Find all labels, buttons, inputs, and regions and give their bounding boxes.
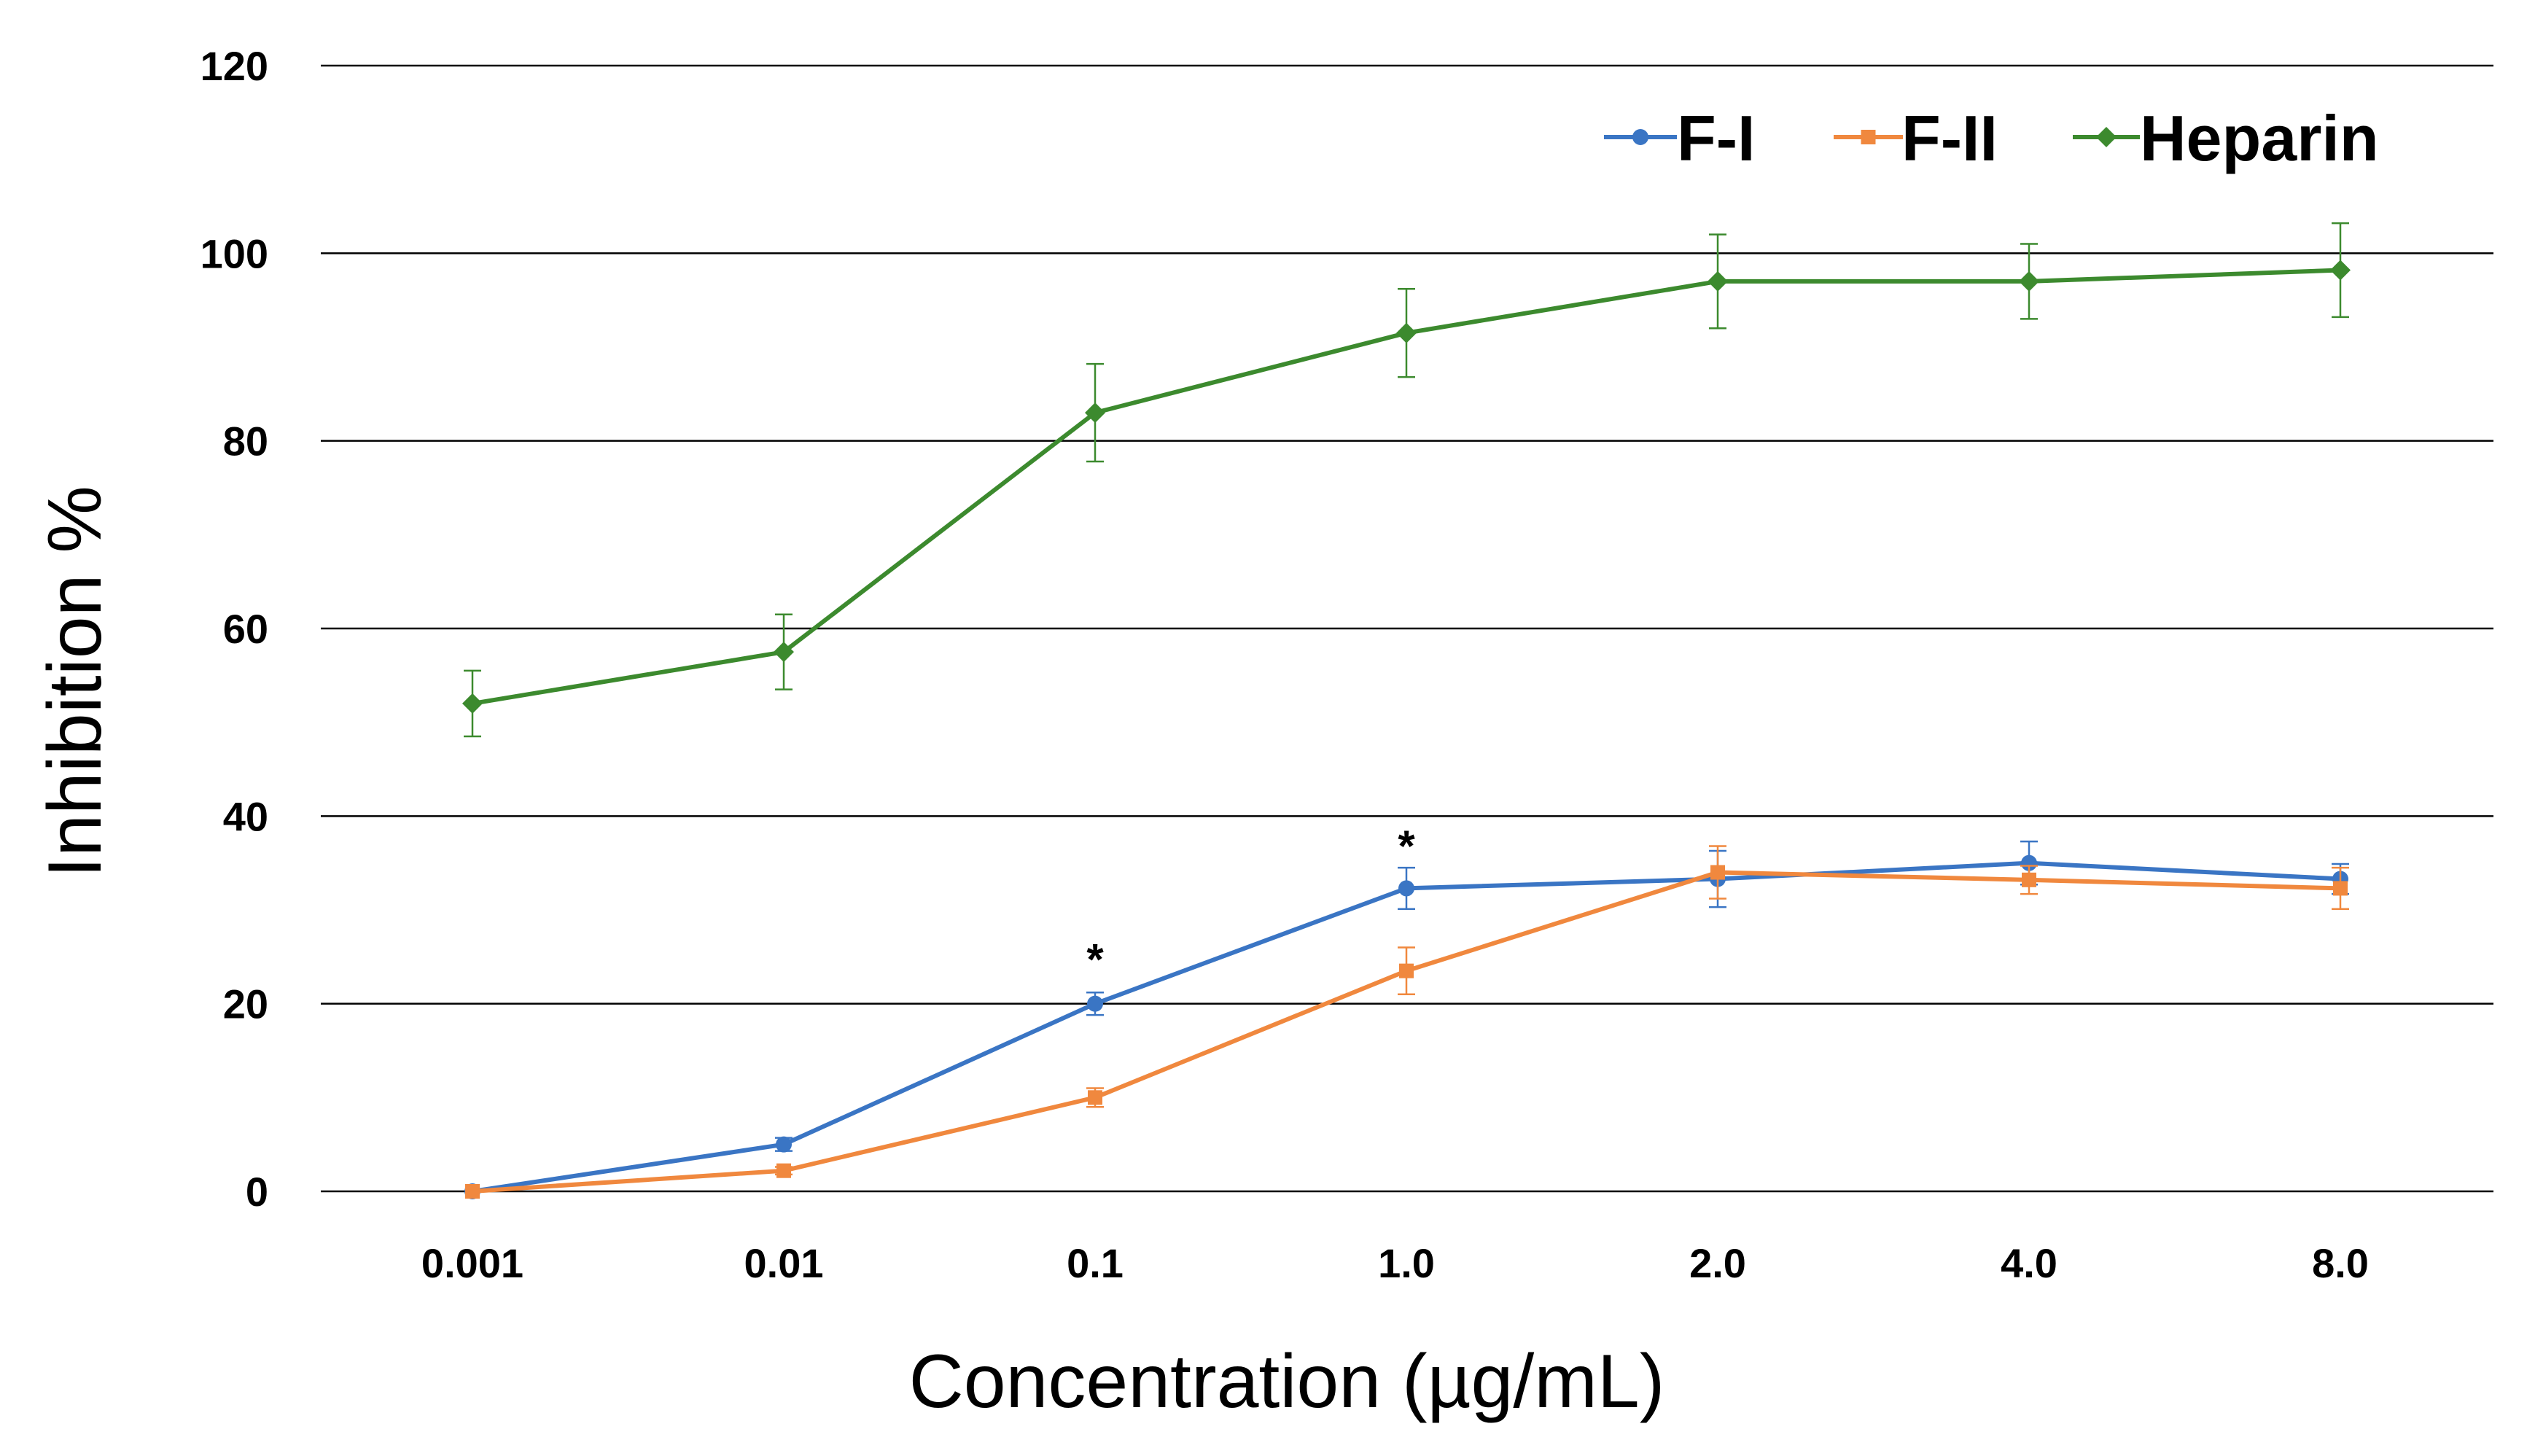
data-point [1088,1090,1102,1105]
legend-item-f-ii: F-II [1834,102,1998,174]
data-point [1399,963,1414,978]
annotations: ** [1086,822,1415,984]
legend-label: F-I [1677,102,1756,174]
legend: F-I F-II Heparin [1604,102,2379,174]
y-tick-label: 60 [223,606,268,652]
significance-marker: * [1086,935,1104,984]
legend-marker [2096,127,2117,147]
series-line [472,860,2341,1194]
series-group [462,222,2351,1199]
data-point [2022,872,2036,887]
y-tick-label: 40 [223,793,268,839]
data-point [776,1163,791,1178]
legend-marker [1632,129,1648,145]
x-tick-label: 2.0 [1689,1240,1746,1286]
y-tick-labels: 0 20 40 60 80 100 120 [200,43,268,1215]
data-point [465,1184,480,1199]
series-f-ii [465,845,2349,1199]
legend-marker [1861,130,1876,144]
x-tick-label: 8.0 [2312,1240,2369,1286]
x-tick-labels: 0.001 0.01 0.1 1.0 2.0 4.0 8.0 [421,1240,2369,1286]
x-tick-label: 4.0 [2001,1240,2057,1286]
data-point [462,693,483,714]
data-point [1710,865,1725,880]
x-tick-label: 1.0 [1378,1240,1435,1286]
data-point [1085,402,1105,424]
x-tick-label: 0.01 [744,1240,824,1286]
data-point [2333,881,2348,896]
data-point [1087,995,1103,1012]
y-tick-label: 80 [223,418,268,464]
data-point [2019,270,2039,292]
legend-item-f-i: F-I [1604,102,1756,174]
y-axis-label: Inhibition % [33,486,117,878]
significance-marker: * [1398,822,1415,871]
data-point [774,642,794,663]
series-heparin [462,222,2351,738]
data-point [2021,854,2037,871]
y-tick-label: 20 [223,981,268,1027]
series-line [472,870,2341,1194]
data-point [776,1136,792,1153]
y-tick-label: 100 [200,230,268,276]
legend-label: F-II [1901,102,1998,174]
legend-label: Heparin [2140,102,2379,174]
data-point [1398,880,1414,897]
x-axis-label: Concentration (µg/mL) [909,1339,1665,1424]
data-point [2330,260,2351,281]
data-point [1396,322,1417,343]
series-f-i [464,840,2349,1199]
x-tick-label: 0.1 [1067,1240,1124,1286]
legend-item-heparin: Heparin [2073,102,2379,174]
gridlines [321,64,2493,1193]
y-tick-label: 120 [200,43,268,89]
y-tick-label: 0 [246,1169,268,1215]
x-tick-label: 0.001 [421,1240,523,1286]
data-point [1708,270,1728,292]
